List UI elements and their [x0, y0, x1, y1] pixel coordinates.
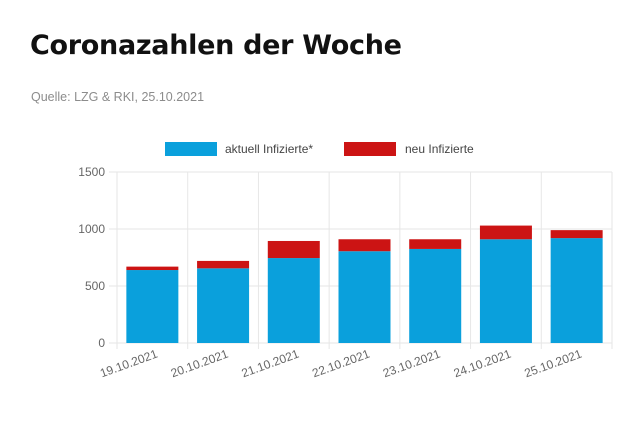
- chart-legend: aktuell Infizierte* neu Infizierte: [165, 142, 474, 156]
- x-tick-label: 20.10.2021: [169, 347, 231, 381]
- y-tick-label: 500: [85, 279, 105, 293]
- bar-aktuell-infizierte-23-10-2021: [409, 248, 462, 343]
- bar-aktuell-infizierte-25-10-2021: [550, 238, 603, 343]
- bar-aktuell-infizierte-19-10-2021: [126, 270, 179, 343]
- bar-neu-infizierte-23-10-2021: [409, 239, 462, 249]
- source-note: Quelle: LZG & RKI, 25.10.2021: [31, 90, 205, 104]
- legend-label-aktuell-infizierte: aktuell Infizierte*: [225, 142, 313, 156]
- bar-neu-infizierte-22-10-2021: [338, 239, 391, 252]
- x-tick-label: 19.10.2021: [98, 347, 160, 381]
- x-tick-label: 25.10.2021: [522, 347, 584, 381]
- bar-neu-infizierte-20-10-2021: [197, 260, 250, 269]
- x-tick-label: 23.10.2021: [381, 347, 443, 381]
- chart-bars: [126, 225, 603, 343]
- chart-container: aktuell Infizierte* neu Infizierte 0 500 10…: [0, 130, 640, 431]
- y-tick-label: 0: [98, 336, 105, 350]
- bar-aktuell-infizierte-21-10-2021: [267, 258, 320, 343]
- bar-neu-infizierte-19-10-2021: [126, 266, 179, 271]
- chart-grid: [109, 171, 613, 349]
- legend-swatch-aktuell-infizierte: [165, 142, 217, 156]
- bar-aktuell-infizierte-24-10-2021: [479, 239, 532, 343]
- x-tick-label: 22.10.2021: [310, 347, 372, 381]
- bar-neu-infizierte-24-10-2021: [479, 225, 532, 240]
- x-tick-label: 21.10.2021: [240, 347, 302, 381]
- bar-neu-infizierte-25-10-2021: [550, 230, 603, 239]
- stacked-bar-chart: aktuell Infizierte* neu Infizierte 0 500 10…: [78, 142, 613, 381]
- y-axis-tick-labels: 0 500 1000 1500: [78, 165, 105, 350]
- x-tick-label: 24.10.2021: [452, 347, 514, 381]
- legend-swatch-neu-infizierte: [344, 142, 396, 156]
- bar-aktuell-infizierte-20-10-2021: [197, 268, 250, 343]
- y-tick-label: 1500: [78, 165, 105, 179]
- x-axis-tick-labels: 19.10.2021 20.10.2021 21.10.2021 22.10.2021…: [98, 347, 584, 381]
- bar-aktuell-infizierte-22-10-2021: [338, 251, 391, 343]
- y-tick-label: 1000: [78, 222, 105, 236]
- bar-neu-infizierte-21-10-2021: [267, 240, 320, 259]
- legend-label-neu-infizierte: neu Infizierte: [405, 142, 474, 156]
- page-title: Coronazahlen der Woche: [30, 30, 402, 61]
